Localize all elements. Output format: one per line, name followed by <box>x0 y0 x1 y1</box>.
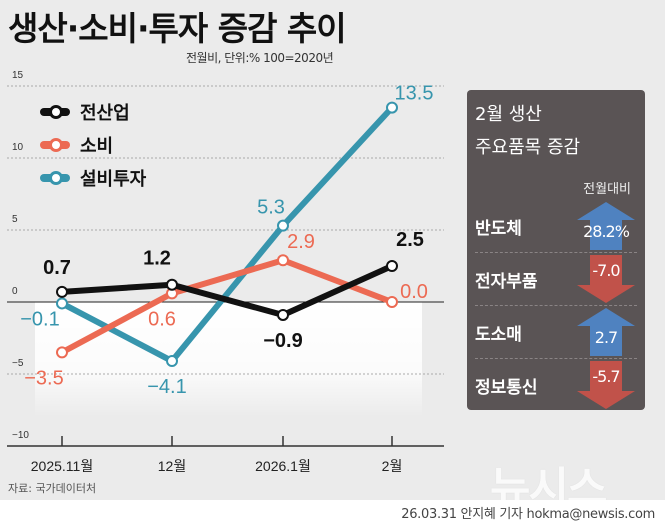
data-label: −0.9 <box>263 330 302 352</box>
legend-label: 설비투자 <box>80 168 147 190</box>
data-label: 2.5 <box>396 229 424 251</box>
key-items-panel: 2월 생산 주요품목 증감 전월대비 반도체 28.2% 전자부품 -7.0 도소매 2.… <box>467 90 645 410</box>
legend-label: 전산업 <box>80 102 130 124</box>
legend-item: 전산업 <box>40 95 146 128</box>
data-label: 13.5 <box>395 83 434 105</box>
arrow-up-icon: 28.2% <box>577 202 635 250</box>
data-label: −0.1 <box>20 308 59 330</box>
legend-swatch <box>40 104 70 119</box>
series-line-전산업 <box>61 263 394 318</box>
y-tick-label: −10 <box>12 430 29 441</box>
y-tick-label: 0 <box>12 286 18 297</box>
legend-swatch <box>40 137 70 152</box>
data-label: 2.9 <box>287 231 315 253</box>
y-tick-label: 5 <box>12 214 18 225</box>
unit-note: 전월비, 단위:% 100=2020년 <box>186 51 334 65</box>
panel-row: 도소매 2.7 <box>467 306 645 359</box>
panel-item-label: 반도체 <box>475 219 522 239</box>
panel-row: 정보통신 -5.7 <box>467 359 645 412</box>
series-line-설비투자 <box>60 105 395 365</box>
legend-label: 소비 <box>80 135 114 157</box>
panel-item-value: -7.0 <box>592 261 620 280</box>
panel-item-value: -5.7 <box>592 367 620 386</box>
data-point <box>56 285 68 298</box>
panel-item-label: 전자부품 <box>475 272 538 292</box>
arrow-up-icon: 2.7 <box>577 308 635 356</box>
series-line-소비 <box>60 257 394 356</box>
data-point <box>386 296 398 308</box>
legend-item: 소비 <box>40 128 146 161</box>
data-label: 5.3 <box>257 197 285 219</box>
y-tick-label: 15 <box>12 70 24 81</box>
panel-subtitle: 전월대비 <box>583 182 631 197</box>
row-divider <box>475 252 637 253</box>
data-label: 0.7 <box>43 257 71 279</box>
y-tick-label: −5 <box>12 358 24 369</box>
byline: 26.03.31 안지혜 기자 hokma@newsis.com <box>401 507 655 522</box>
panel-row: 반도체 28.2% <box>467 200 645 253</box>
x-tick-label: 2월 <box>382 458 403 474</box>
page-title: 생산·소비·투자 증감 추이 <box>8 9 347 48</box>
y-tick-label: 10 <box>12 142 24 153</box>
data-point <box>166 355 178 368</box>
data-point <box>277 219 289 232</box>
panel-title-line2: 주요품목 증감 <box>475 137 581 158</box>
data-point <box>56 297 68 310</box>
data-label: 1.2 <box>143 248 171 270</box>
x-tick-label: 2025.11월 <box>31 458 93 474</box>
data-point <box>56 346 68 359</box>
data-point <box>166 278 178 291</box>
panel-title: 2월 생산 주요품목 증감 <box>475 98 580 164</box>
data-label: −3.5 <box>24 367 63 389</box>
line-chart: 15 10 5 0 −5 −10 2025.11월 12월 2026.1월 2월 −0.1 −4.1… <box>7 70 444 474</box>
panel-item-label: 도소매 <box>475 325 522 345</box>
data-point <box>386 260 398 272</box>
legend-item: 설비투자 <box>40 161 146 194</box>
data-point <box>386 101 398 114</box>
panel-title-line1: 2월 생산 <box>475 104 542 125</box>
source-note: 자료: 국가데이터처 <box>8 482 97 495</box>
legend-swatch <box>40 170 70 185</box>
data-point <box>277 254 289 267</box>
x-tick-label: 2026.1월 <box>255 458 311 474</box>
row-divider <box>475 358 637 359</box>
data-point <box>277 308 289 321</box>
data-label: 0.0 <box>400 281 428 303</box>
panel-item-value: 2.7 <box>594 328 618 347</box>
arrow-down-icon: -5.7 <box>577 361 635 409</box>
row-divider <box>475 305 637 306</box>
footer: 26.03.31 안지혜 기자 hokma@newsis.com <box>0 500 665 523</box>
panel-item-value: 28.2% <box>583 222 630 241</box>
data-label: 0.6 <box>148 308 176 330</box>
x-tick-label: 12월 <box>158 458 186 474</box>
panel-row: 전자부품 -7.0 <box>467 253 645 306</box>
data-label: −4.1 <box>147 376 186 398</box>
arrow-down-icon: -7.0 <box>577 255 635 303</box>
panel-item-label: 정보통신 <box>475 378 538 398</box>
